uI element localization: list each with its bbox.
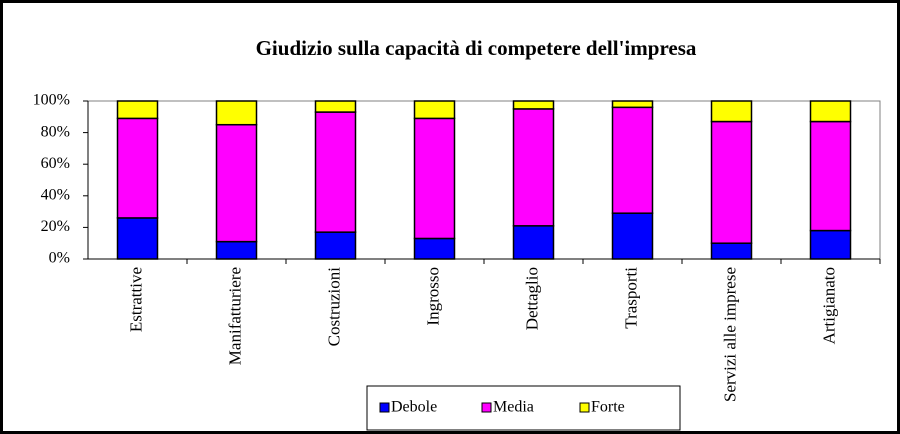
bar-segment	[413, 117, 456, 240]
bar-segment	[710, 100, 753, 123]
legend-swatch	[379, 402, 390, 413]
bar-segment	[512, 225, 555, 260]
x-tick-label: Costruzioni	[324, 267, 343, 347]
bar-segment	[611, 106, 654, 214]
bar-segment	[611, 100, 654, 109]
bar-segment	[413, 100, 456, 120]
y-tick-label: 40%	[41, 186, 70, 203]
bar-segment	[512, 100, 555, 110]
legend-label: Media	[493, 399, 534, 416]
legend-swatch	[481, 402, 492, 413]
bar-segment	[809, 100, 852, 123]
bar-segment	[314, 100, 357, 113]
x-tick-label: Ingrosso	[423, 267, 442, 326]
x-tick-label: Servizi alle imprese	[720, 267, 739, 402]
bar-segment	[215, 240, 258, 260]
bar-segment	[215, 100, 258, 126]
y-tick-label: 80%	[41, 123, 70, 140]
x-tick-label: Dettaglio	[522, 267, 541, 330]
bar-segment	[116, 217, 159, 260]
y-tick-label: 20%	[41, 218, 70, 235]
bar-segment	[512, 108, 555, 227]
y-tick-label: 0%	[49, 250, 70, 267]
chart-title: Giudizio sulla capacità di competere del…	[256, 36, 697, 60]
x-tick-label: Manifatturiere	[225, 267, 244, 365]
x-tick-label: Artigianato	[819, 267, 838, 344]
bar-segment	[314, 231, 357, 260]
bar-segment	[413, 237, 456, 260]
y-tick-label: 60%	[41, 155, 70, 172]
legend-label: Debole	[391, 399, 437, 416]
legend	[366, 385, 681, 431]
x-tick-label: Estrattive	[126, 267, 145, 332]
bar-segment	[611, 212, 654, 260]
legend-label: Forte	[591, 399, 625, 416]
y-tick-label: 100%	[33, 92, 70, 109]
x-tick-label: Trasporti	[621, 267, 640, 329]
bar-segment	[116, 100, 159, 120]
bar-segment	[710, 242, 753, 260]
bar-segment	[710, 120, 753, 244]
legend-swatch	[579, 402, 590, 413]
bar-segment	[809, 229, 852, 260]
bar-segment	[809, 120, 852, 232]
bar-segment	[215, 123, 258, 243]
bar-segment	[314, 111, 357, 233]
bar-segment	[116, 117, 159, 219]
